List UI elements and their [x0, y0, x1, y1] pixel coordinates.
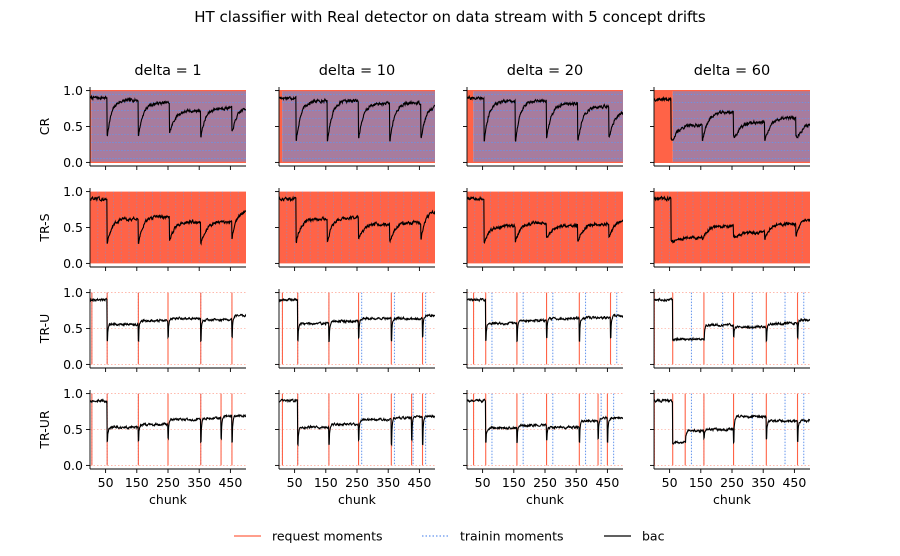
y-tick-label: 0.0 — [63, 458, 83, 473]
y-tick-label: 0.5 — [63, 321, 83, 336]
legend-item: bac — [604, 529, 665, 544]
panel-tr-u-20 — [463, 289, 623, 372]
x-axis-label: chunk — [526, 492, 565, 507]
panel-cr-20 — [463, 87, 623, 170]
x-tick-label: 450 — [595, 475, 619, 490]
row-label: TR-S — [37, 213, 52, 242]
bac-line — [467, 195, 623, 244]
x-tick-label: 350 — [564, 475, 588, 490]
bac-line — [90, 398, 246, 444]
column-title: delta = 10 — [319, 63, 396, 79]
request-band — [654, 191, 810, 264]
x-tick-label: 150 — [689, 475, 713, 490]
x-axis-label: chunk — [149, 492, 188, 507]
column-title: delta = 60 — [694, 63, 771, 79]
panel-tr-u-1: 0.0 0.5 1.0 TR-U — [37, 285, 246, 372]
row-label: TR-U — [37, 314, 52, 344]
panel-tr-ur-60: 50 150 250 350 450 chunk — [650, 390, 810, 507]
request-band — [467, 90, 474, 163]
y-tick-label: 0.5 — [63, 422, 83, 437]
x-tick-label: 150 — [125, 475, 149, 490]
bac-line — [467, 297, 623, 343]
bac-line — [279, 195, 435, 244]
panel-tr-u-60 — [650, 289, 810, 372]
panel-tr-s-60 — [650, 188, 810, 271]
panel-tr-ur-20: 50 150 250 350 450 chunk — [463, 390, 623, 507]
x-axis-label: chunk — [713, 492, 752, 507]
x-tick-label: 50 — [475, 475, 491, 490]
bac-line — [654, 195, 810, 244]
y-tick-label: 0.5 — [63, 220, 83, 235]
panel-tr-s-1: 0.0 0.5 1.0 TR-S — [37, 184, 246, 271]
legend-item: trainin moments — [422, 529, 564, 544]
request-band — [90, 90, 92, 163]
panel-tr-ur-1: 0.0 0.5 1.0 50 150 250 350 450 chunk TR-UR — [37, 386, 246, 507]
bac-line — [90, 94, 246, 138]
bac-line — [654, 398, 810, 445]
x-tick-label: 50 — [287, 475, 303, 490]
bac-line — [90, 297, 246, 343]
x-tick-label: 350 — [751, 475, 775, 490]
panel-cr-1: 0.0 0.5 1.0 CR — [37, 83, 246, 170]
y-tick-label: 1.0 — [63, 83, 83, 98]
figure-title: HT classifier with Real detector on data… — [194, 8, 706, 26]
x-tick-label: 150 — [314, 475, 338, 490]
request-band — [279, 90, 283, 163]
x-tick-label: 450 — [218, 475, 242, 490]
bac-line — [279, 398, 435, 447]
y-tick-label: 0.5 — [63, 119, 83, 134]
panel-tr-s-20 — [463, 188, 623, 271]
y-tick-label: 1.0 — [63, 184, 83, 199]
request-band — [90, 191, 246, 264]
y-tick-label: 1.0 — [63, 386, 83, 401]
x-tick-label: 50 — [662, 475, 678, 490]
bac-line — [90, 195, 246, 246]
x-tick-label: 250 — [156, 475, 180, 490]
column-title: delta = 20 — [507, 63, 584, 79]
x-tick-label: 350 — [376, 475, 400, 490]
bac-line — [654, 95, 810, 142]
bac-line — [654, 297, 810, 343]
panel-tr-u-10 — [275, 289, 435, 372]
y-tick-label: 1.0 — [63, 285, 83, 300]
legend: request moments trainin moments bac — [234, 529, 665, 544]
column-title: delta = 1 — [134, 63, 201, 79]
panel-cr-10 — [275, 87, 435, 170]
x-axis-label: chunk — [338, 492, 377, 507]
x-tick-label: 250 — [720, 475, 744, 490]
request-band — [279, 191, 435, 264]
bac-line — [467, 94, 623, 142]
legend-label: bac — [642, 529, 665, 544]
y-tick-label: 0.0 — [63, 155, 83, 170]
row-label: CR — [37, 117, 52, 135]
bac-line — [467, 398, 623, 444]
x-tick-label: 250 — [533, 475, 557, 490]
legend-item: request moments — [234, 529, 383, 544]
legend-label: request moments — [272, 529, 383, 544]
x-tick-label: 450 — [407, 475, 431, 490]
bac-line — [279, 95, 435, 142]
request-band — [654, 90, 673, 163]
x-tick-label: 150 — [502, 475, 526, 490]
x-tick-label: 350 — [187, 475, 211, 490]
row-label: TR-UR — [37, 410, 52, 449]
bac-line — [279, 297, 435, 343]
y-tick-label: 0.0 — [63, 256, 83, 271]
overlay-band — [91, 90, 246, 163]
panel-tr-s-10 — [275, 188, 435, 271]
panel-grid: delta = 1 0.0 0.5 1.0 CR 0.0 0.5 1.0 TR-S 0.0 0.5 1… — [37, 63, 810, 507]
legend-label: trainin moments — [460, 529, 564, 544]
x-tick-label: 450 — [782, 475, 806, 490]
x-tick-label: 50 — [98, 475, 114, 490]
x-tick-label: 250 — [345, 475, 369, 490]
panel-tr-ur-10: 50 150 250 350 450 chunk — [275, 390, 435, 507]
y-tick-label: 0.0 — [63, 357, 83, 372]
panel-cr-60 — [650, 87, 810, 170]
